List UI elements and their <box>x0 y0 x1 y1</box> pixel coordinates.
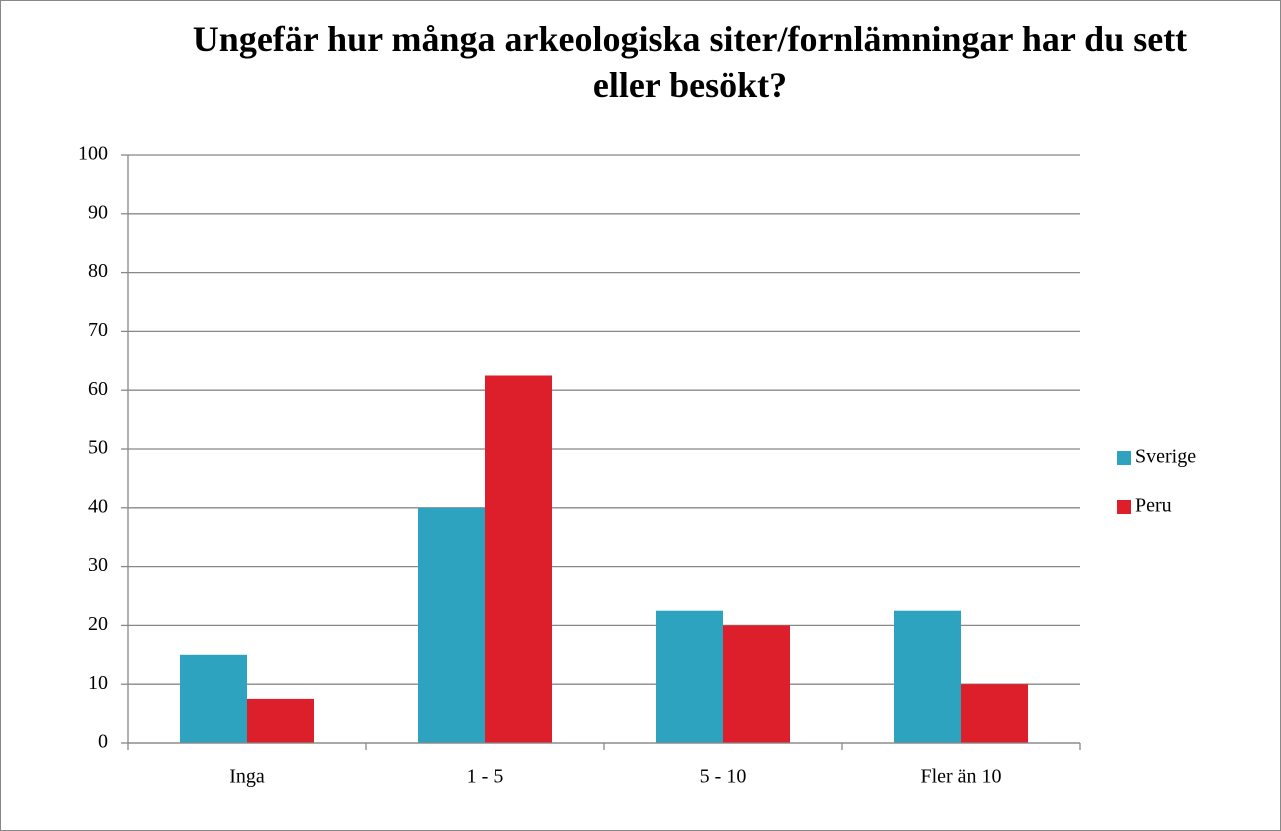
x-tick-label: Inga <box>229 766 265 788</box>
y-tick-label: 90 <box>88 201 108 223</box>
y-tick-label: 80 <box>88 260 108 282</box>
legend-swatch <box>1117 451 1131 465</box>
y-tick-label: 60 <box>88 378 108 400</box>
legend-label: Sverige <box>1135 446 1196 468</box>
legend-label: Peru <box>1135 495 1172 517</box>
y-tick-label: 10 <box>88 672 108 694</box>
chart-title: Ungefär hur många arkeologiska siter/for… <box>192 19 1188 105</box>
y-tick-label: 70 <box>88 319 108 341</box>
y-tick-label: 30 <box>88 554 108 576</box>
y-tick-label: 0 <box>98 731 108 753</box>
bar <box>961 684 1028 743</box>
x-tick-label: Fler än 10 <box>920 766 1001 788</box>
y-tick-label: 20 <box>88 613 108 635</box>
y-tick-label: 50 <box>88 437 108 459</box>
bar <box>723 625 790 743</box>
bar <box>418 507 485 743</box>
legend-swatch <box>1117 500 1131 514</box>
bar <box>485 375 552 743</box>
bar <box>894 610 961 743</box>
y-tick-label: 100 <box>78 143 108 165</box>
bar <box>180 654 247 743</box>
x-tick-label: 5 - 10 <box>700 766 747 788</box>
y-tick-label: 40 <box>88 495 108 517</box>
x-tick-label: 1 - 5 <box>467 766 504 788</box>
bar <box>247 698 314 743</box>
bar <box>656 610 723 743</box>
